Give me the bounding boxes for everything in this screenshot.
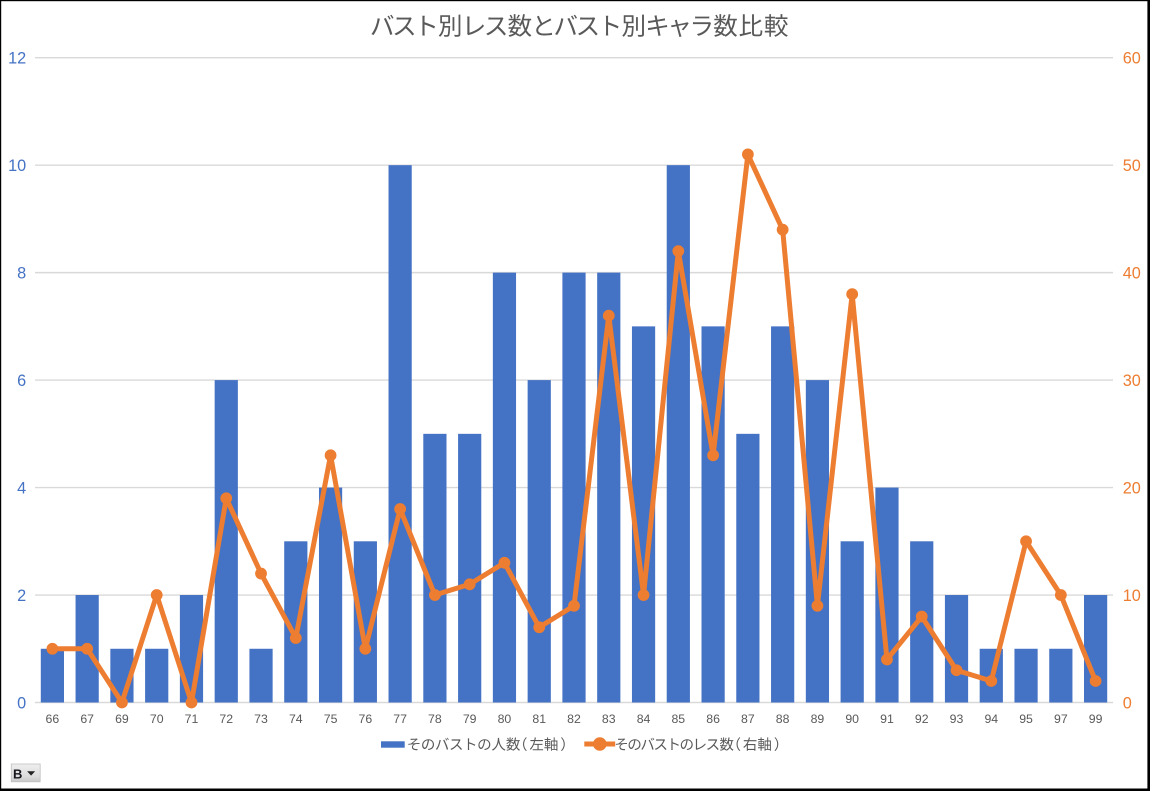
svg-text:83: 83 bbox=[602, 712, 616, 726]
svg-text:85: 85 bbox=[671, 712, 685, 726]
svg-text:67: 67 bbox=[80, 712, 94, 726]
svg-text:72: 72 bbox=[219, 712, 233, 726]
svg-text:10: 10 bbox=[8, 157, 26, 175]
svg-text:95: 95 bbox=[1019, 712, 1033, 726]
svg-text:94: 94 bbox=[984, 712, 998, 726]
svg-text:90: 90 bbox=[845, 712, 859, 726]
svg-text:70: 70 bbox=[150, 712, 164, 726]
svg-text:89: 89 bbox=[811, 712, 825, 726]
svg-text:69: 69 bbox=[115, 712, 129, 726]
svg-text:74: 74 bbox=[289, 712, 303, 726]
svg-text:99: 99 bbox=[1089, 712, 1103, 726]
svg-text:40: 40 bbox=[1123, 265, 1141, 283]
svg-text:12: 12 bbox=[8, 50, 26, 68]
svg-text:97: 97 bbox=[1054, 712, 1068, 726]
svg-text:B: B bbox=[13, 766, 22, 781]
svg-text:2: 2 bbox=[17, 587, 26, 605]
svg-text:87: 87 bbox=[741, 712, 755, 726]
svg-text:76: 76 bbox=[359, 712, 373, 726]
svg-text:91: 91 bbox=[880, 712, 894, 726]
svg-text:66: 66 bbox=[46, 712, 60, 726]
svg-text:79: 79 bbox=[463, 712, 477, 726]
svg-text:10: 10 bbox=[1123, 587, 1141, 605]
svg-text:71: 71 bbox=[185, 712, 199, 726]
svg-text:75: 75 bbox=[324, 712, 338, 726]
svg-text:84: 84 bbox=[637, 712, 651, 726]
svg-text:20: 20 bbox=[1123, 479, 1141, 497]
svg-text:78: 78 bbox=[428, 712, 442, 726]
svg-text:86: 86 bbox=[706, 712, 720, 726]
svg-text:50: 50 bbox=[1123, 157, 1141, 175]
svg-text:8: 8 bbox=[17, 265, 26, 283]
svg-text:82: 82 bbox=[567, 712, 581, 726]
svg-text:60: 60 bbox=[1123, 50, 1141, 68]
svg-text:6: 6 bbox=[17, 372, 26, 390]
svg-text:81: 81 bbox=[532, 712, 546, 726]
svg-text:77: 77 bbox=[393, 712, 407, 726]
svg-text:0: 0 bbox=[17, 694, 26, 712]
svg-text:92: 92 bbox=[915, 712, 929, 726]
svg-text:88: 88 bbox=[776, 712, 790, 726]
svg-text:80: 80 bbox=[498, 712, 512, 726]
svg-text:0: 0 bbox=[1123, 694, 1132, 712]
svg-text:73: 73 bbox=[254, 712, 268, 726]
svg-text:93: 93 bbox=[950, 712, 964, 726]
svg-text:4: 4 bbox=[17, 479, 26, 497]
svg-text:30: 30 bbox=[1123, 372, 1141, 390]
